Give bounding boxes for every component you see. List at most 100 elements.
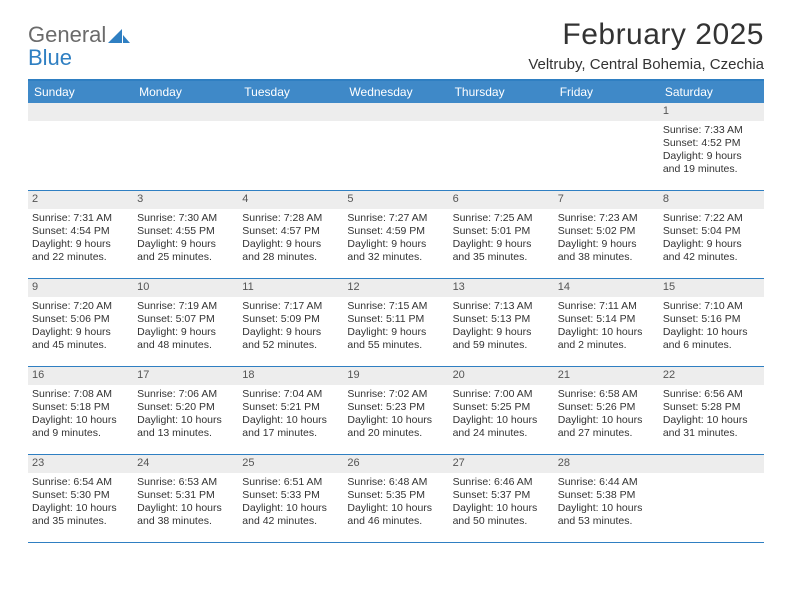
day-number-strip: 7	[554, 191, 659, 209]
sunrise-line: Sunrise: 7:25 AM	[453, 212, 550, 225]
day-number-strip: 25	[238, 455, 343, 473]
daylight-line: Daylight: 10 hours and 2 minutes.	[558, 326, 655, 352]
calendar-day-cell: 22Sunrise: 6:56 AMSunset: 5:28 PMDayligh…	[659, 367, 764, 455]
daylight-line: Daylight: 10 hours and 50 minutes.	[453, 502, 550, 528]
daylight-line: Daylight: 9 hours and 19 minutes.	[663, 150, 760, 176]
sunrise-line: Sunrise: 7:11 AM	[558, 300, 655, 313]
day-number-strip: 17	[133, 367, 238, 385]
sunset-line: Sunset: 5:02 PM	[558, 225, 655, 238]
daylight-line: Daylight: 10 hours and 53 minutes.	[558, 502, 655, 528]
brand-logo: General Blue	[28, 24, 130, 69]
daylight-line: Daylight: 10 hours and 13 minutes.	[137, 414, 234, 440]
calendar-day-cell: 19Sunrise: 7:02 AMSunset: 5:23 PMDayligh…	[343, 367, 448, 455]
sail-icon	[108, 25, 130, 47]
sunset-line: Sunset: 4:59 PM	[347, 225, 444, 238]
day-number-strip: 8	[659, 191, 764, 209]
sunrise-line: Sunrise: 6:46 AM	[453, 476, 550, 489]
daylight-line: Daylight: 10 hours and 20 minutes.	[347, 414, 444, 440]
daylight-line: Daylight: 9 hours and 25 minutes.	[137, 238, 234, 264]
calendar-day-cell	[28, 103, 133, 191]
sunset-line: Sunset: 4:55 PM	[137, 225, 234, 238]
daylight-line: Daylight: 10 hours and 42 minutes.	[242, 502, 339, 528]
calendar-day-cell	[554, 103, 659, 191]
daylight-line: Daylight: 10 hours and 31 minutes.	[663, 414, 760, 440]
brand-word2: Blue	[28, 45, 72, 70]
sunset-line: Sunset: 5:35 PM	[347, 489, 444, 502]
day-number-strip	[554, 103, 659, 121]
sunrise-line: Sunrise: 7:04 AM	[242, 388, 339, 401]
calendar-day-cell: 6Sunrise: 7:25 AMSunset: 5:01 PMDaylight…	[449, 191, 554, 279]
page-title: February 2025	[528, 18, 764, 52]
day-body: Sunrise: 6:46 AMSunset: 5:37 PMDaylight:…	[449, 473, 554, 532]
day-body: Sunrise: 6:54 AMSunset: 5:30 PMDaylight:…	[28, 473, 133, 532]
day-number-strip: 10	[133, 279, 238, 297]
day-number-strip: 5	[343, 191, 448, 209]
sunset-line: Sunset: 5:04 PM	[663, 225, 760, 238]
day-number-strip: 9	[28, 279, 133, 297]
day-number-strip: 1	[659, 103, 764, 121]
sunset-line: Sunset: 5:30 PM	[32, 489, 129, 502]
daylight-line: Daylight: 10 hours and 35 minutes.	[32, 502, 129, 528]
sunrise-line: Sunrise: 7:10 AM	[663, 300, 760, 313]
day-number-strip: 13	[449, 279, 554, 297]
day-body: Sunrise: 7:33 AMSunset: 4:52 PMDaylight:…	[659, 121, 764, 180]
calendar-day-cell: 28Sunrise: 6:44 AMSunset: 5:38 PMDayligh…	[554, 455, 659, 543]
sunset-line: Sunset: 5:25 PM	[453, 401, 550, 414]
sunrise-line: Sunrise: 6:48 AM	[347, 476, 444, 489]
weekday-header: Tuesday	[238, 81, 343, 103]
day-number-strip: 19	[343, 367, 448, 385]
calendar-day-cell: 27Sunrise: 6:46 AMSunset: 5:37 PMDayligh…	[449, 455, 554, 543]
day-body: Sunrise: 7:27 AMSunset: 4:59 PMDaylight:…	[343, 209, 448, 268]
daylight-line: Daylight: 10 hours and 27 minutes.	[558, 414, 655, 440]
sunrise-line: Sunrise: 7:22 AM	[663, 212, 760, 225]
weekday-header: Thursday	[449, 81, 554, 103]
day-number-strip: 3	[133, 191, 238, 209]
sunset-line: Sunset: 5:07 PM	[137, 313, 234, 326]
day-number-strip	[659, 455, 764, 473]
day-body: Sunrise: 6:53 AMSunset: 5:31 PMDaylight:…	[133, 473, 238, 532]
sunset-line: Sunset: 5:31 PM	[137, 489, 234, 502]
day-body: Sunrise: 6:56 AMSunset: 5:28 PMDaylight:…	[659, 385, 764, 444]
daylight-line: Daylight: 9 hours and 55 minutes.	[347, 326, 444, 352]
daylight-line: Daylight: 10 hours and 17 minutes.	[242, 414, 339, 440]
calendar-grid: 1Sunrise: 7:33 AMSunset: 4:52 PMDaylight…	[28, 103, 764, 543]
weekday-header: Saturday	[659, 81, 764, 103]
sunset-line: Sunset: 5:28 PM	[663, 401, 760, 414]
weekday-header: Sunday	[28, 81, 133, 103]
day-number-strip: 15	[659, 279, 764, 297]
daylight-line: Daylight: 9 hours and 42 minutes.	[663, 238, 760, 264]
day-body: Sunrise: 7:06 AMSunset: 5:20 PMDaylight:…	[133, 385, 238, 444]
day-number-strip: 11	[238, 279, 343, 297]
sunrise-line: Sunrise: 6:54 AM	[32, 476, 129, 489]
daylight-line: Daylight: 10 hours and 9 minutes.	[32, 414, 129, 440]
calendar-day-cell: 24Sunrise: 6:53 AMSunset: 5:31 PMDayligh…	[133, 455, 238, 543]
calendar-day-cell: 2Sunrise: 7:31 AMSunset: 4:54 PMDaylight…	[28, 191, 133, 279]
day-body: Sunrise: 7:19 AMSunset: 5:07 PMDaylight:…	[133, 297, 238, 356]
sunset-line: Sunset: 5:21 PM	[242, 401, 339, 414]
calendar-day-cell: 10Sunrise: 7:19 AMSunset: 5:07 PMDayligh…	[133, 279, 238, 367]
day-number-strip	[28, 103, 133, 121]
sunrise-line: Sunrise: 7:20 AM	[32, 300, 129, 313]
day-number-strip: 27	[449, 455, 554, 473]
sunset-line: Sunset: 5:01 PM	[453, 225, 550, 238]
daylight-line: Daylight: 9 hours and 35 minutes.	[453, 238, 550, 264]
calendar-day-cell	[343, 103, 448, 191]
day-number-strip	[343, 103, 448, 121]
calendar-day-cell: 16Sunrise: 7:08 AMSunset: 5:18 PMDayligh…	[28, 367, 133, 455]
sunset-line: Sunset: 5:37 PM	[453, 489, 550, 502]
day-number-strip: 24	[133, 455, 238, 473]
daylight-line: Daylight: 9 hours and 48 minutes.	[137, 326, 234, 352]
sunrise-line: Sunrise: 7:02 AM	[347, 388, 444, 401]
sunrise-line: Sunrise: 7:31 AM	[32, 212, 129, 225]
sunset-line: Sunset: 5:18 PM	[32, 401, 129, 414]
day-number-strip	[238, 103, 343, 121]
sunrise-line: Sunrise: 7:17 AM	[242, 300, 339, 313]
sunrise-line: Sunrise: 6:58 AM	[558, 388, 655, 401]
day-body: Sunrise: 7:08 AMSunset: 5:18 PMDaylight:…	[28, 385, 133, 444]
weekday-header-row: SundayMondayTuesdayWednesdayThursdayFrid…	[28, 81, 764, 103]
daylight-line: Daylight: 10 hours and 24 minutes.	[453, 414, 550, 440]
sunset-line: Sunset: 4:54 PM	[32, 225, 129, 238]
calendar-day-cell: 14Sunrise: 7:11 AMSunset: 5:14 PMDayligh…	[554, 279, 659, 367]
calendar-day-cell: 11Sunrise: 7:17 AMSunset: 5:09 PMDayligh…	[238, 279, 343, 367]
day-body: Sunrise: 6:58 AMSunset: 5:26 PMDaylight:…	[554, 385, 659, 444]
